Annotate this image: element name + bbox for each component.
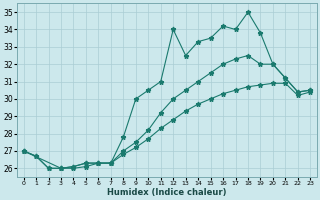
X-axis label: Humidex (Indice chaleur): Humidex (Indice chaleur) bbox=[107, 188, 227, 197]
